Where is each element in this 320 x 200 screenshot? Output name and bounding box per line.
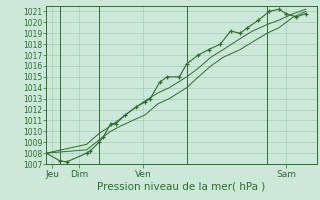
X-axis label: Pression niveau de la mer( hPa ): Pression niveau de la mer( hPa ): [98, 181, 266, 191]
